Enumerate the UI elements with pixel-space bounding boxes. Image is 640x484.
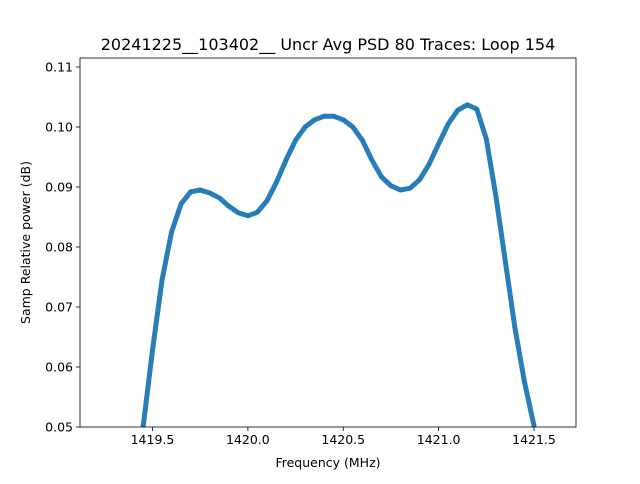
psd-data-point (351, 125, 355, 129)
psd-data-point (503, 260, 507, 264)
y-tick-label: 0.11 (45, 60, 73, 75)
psd-data-point (341, 118, 345, 122)
psd-data-point (389, 184, 393, 188)
y-axis-label: Samp Relative power (dB) (18, 161, 33, 324)
psd-data-point (160, 278, 164, 282)
psd-data-point (379, 175, 383, 179)
psd-data-point (150, 348, 154, 352)
psd-data-point (322, 114, 326, 118)
x-tick-label: 1421.5 (512, 432, 556, 447)
x-axis-ticks: 1419.5 1420.0 1420.5 1421.0 1421.5 (131, 427, 556, 447)
chart-title: 20241225__103402__ Uncr Avg PSD 80 Trace… (101, 35, 556, 55)
psd-data-point (427, 162, 431, 166)
psd-data-point (418, 178, 422, 182)
x-tick-label: 1420.0 (226, 432, 270, 447)
psd-data-point (217, 196, 221, 200)
psd-data-point (446, 122, 450, 126)
series-layer (140, 102, 537, 427)
psd-data-point (475, 107, 479, 111)
psd-data-point (294, 138, 298, 142)
plot-frame (79, 57, 577, 428)
x-tick-label: 1421.0 (417, 432, 461, 447)
psd-data-point (284, 158, 288, 162)
psd-data-point (313, 118, 317, 122)
psd-data-point (198, 188, 202, 192)
y-tick-label: 0.07 (45, 300, 73, 315)
psd-data-point (484, 137, 488, 141)
psd-data-point (303, 125, 307, 129)
psd-data-point (532, 424, 536, 427)
psd-data-point (408, 186, 412, 190)
psd-data-point (332, 114, 336, 118)
psd-data-point (236, 211, 240, 215)
psd-trace-line (140, 102, 537, 427)
y-tick-label: 0.05 (45, 420, 73, 435)
psd-data-point (494, 194, 498, 198)
y-tick-label: 0.08 (45, 240, 73, 255)
psd-data-point (456, 108, 460, 112)
y-tick-label: 0.10 (45, 120, 73, 135)
psd-data-point (170, 230, 174, 234)
psd-data-point (274, 180, 278, 184)
psd-data-point (513, 326, 517, 330)
psd-data-point (465, 103, 469, 107)
psd-data-point (227, 204, 231, 208)
y-tick-label: 0.09 (45, 180, 73, 195)
x-tick-label: 1419.5 (131, 432, 175, 447)
psd-data-point (370, 158, 374, 162)
psd-data-point (208, 191, 212, 195)
psd-data-point (246, 214, 250, 218)
psd-data-point (255, 210, 259, 214)
psd-data-point (437, 142, 441, 146)
psd-data-point (398, 188, 402, 192)
y-axis-ticks: 0.05 0.06 0.07 0.08 0.09 0.10 0.11 (45, 60, 80, 435)
x-axis-label: Frequency (MHz) (275, 455, 380, 470)
psd-data-point (179, 202, 183, 206)
psd-data-point (522, 380, 526, 384)
y-tick-label: 0.06 (45, 360, 73, 375)
psd-data-point (360, 138, 364, 142)
x-tick-label: 1420.5 (321, 432, 365, 447)
psd-data-point (265, 199, 269, 203)
psd-data-point (189, 190, 193, 194)
